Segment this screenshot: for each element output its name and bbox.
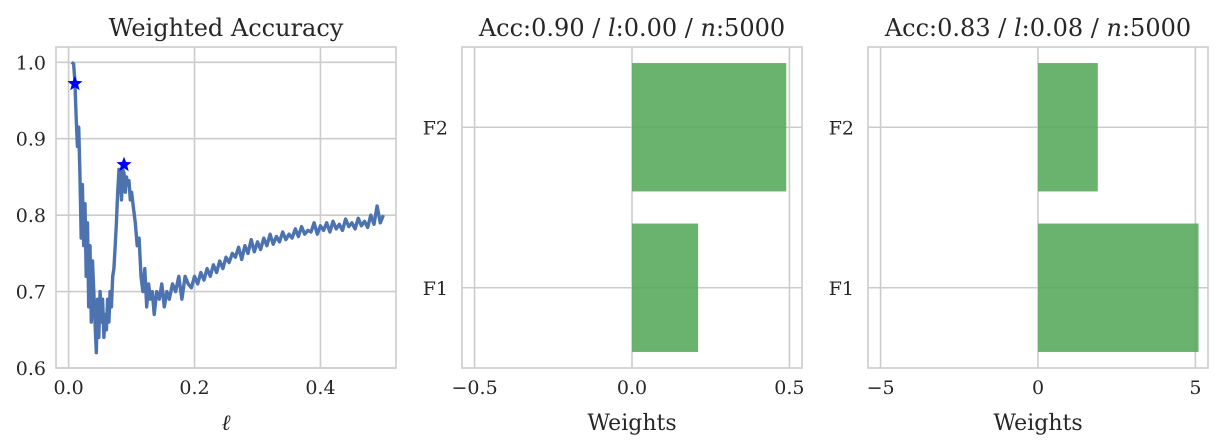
x-axis-label: ℓ	[221, 411, 231, 436]
x-tick-label: 0.0	[617, 377, 647, 399]
chart-title: Acc:0.83 / l:0.08 / n:5000	[884, 14, 1191, 42]
bar-f2	[632, 63, 787, 192]
title-part: n	[701, 14, 716, 42]
y-tick-label: 0.7	[16, 282, 46, 304]
x-tick-label: 5	[1189, 377, 1201, 399]
title-part: l	[1014, 14, 1022, 42]
chart-title: Weighted Accuracy	[109, 14, 344, 42]
title-part: Acc:0.83 /	[884, 14, 1014, 42]
weights-bar-chart-left: −0.5 0.0 0.5 F1 F2 Acc:0.90 / l:0.00 / n:5000…	[423, 14, 805, 436]
x-tick-label: 0.2	[179, 377, 209, 399]
title-part: :5000	[1122, 14, 1191, 42]
accuracy-line-chart: 0.0 0.2 0.4 0.6 0.7 0.8 0.9 1.0 Weighted Accurac…	[16, 14, 397, 436]
category-label: F1	[423, 278, 448, 300]
y-tick-label: 0.8	[16, 205, 46, 227]
x-axis-label: Weights	[993, 411, 1082, 436]
bar-f2	[1038, 63, 1098, 192]
x-tick-label: 0.0	[53, 377, 83, 399]
category-label: F2	[829, 117, 854, 139]
weights-bar-chart-right: −5 0 5 F1 F2 Acc:0.83 / l:0.08 / n:5000 Weight…	[829, 14, 1209, 436]
plot-frame	[867, 46, 1209, 369]
y-tick-label: 0.6	[16, 358, 46, 380]
plot-frame	[55, 46, 397, 369]
category-label: F2	[423, 117, 448, 139]
x-tick-label: 0.4	[305, 377, 335, 399]
star-marker	[116, 156, 132, 172]
x-tick-label: 0.5	[774, 377, 804, 399]
chart-title: Acc:0.90 / l:0.00 / n:5000	[478, 14, 785, 42]
title-part: Acc:0.90 /	[478, 14, 608, 42]
title-part: n	[1107, 14, 1122, 42]
title-part: l	[608, 14, 616, 42]
title-part: :0.00 /	[616, 14, 701, 42]
x-axis-label: Weights	[587, 411, 676, 436]
x-tick-label: −5	[867, 377, 895, 399]
plot-frame	[461, 46, 803, 369]
y-tick-label: 0.9	[16, 129, 46, 151]
x-tick-label: 0	[1032, 377, 1044, 399]
bar-f1	[1038, 223, 1199, 352]
y-tick-label: 1.0	[16, 52, 46, 74]
title-part: :5000	[716, 14, 785, 42]
bar-f1	[632, 223, 699, 352]
x-tick-label: −0.5	[452, 377, 498, 399]
accuracy-series-line	[70, 60, 385, 355]
category-label: F1	[829, 278, 854, 300]
title-part: :0.08 /	[1022, 14, 1107, 42]
star-marker	[67, 75, 83, 91]
